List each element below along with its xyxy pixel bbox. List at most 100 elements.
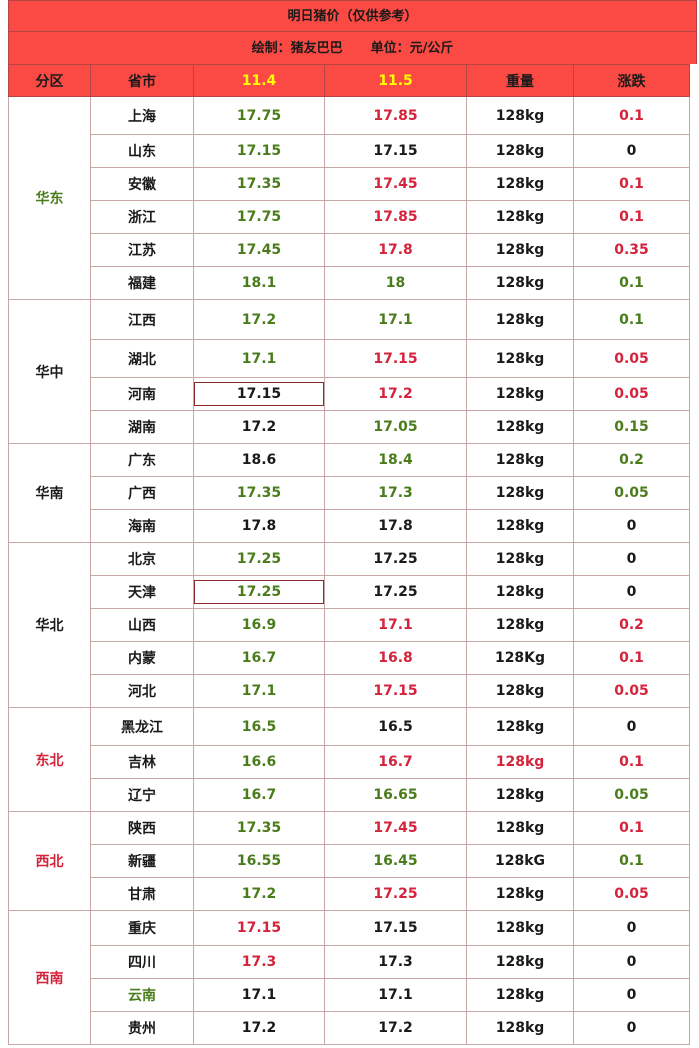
weight-cell: 128kg [466, 377, 574, 411]
header-date-2: 11.5 [324, 64, 467, 97]
table-row: 辽宁 16.7 16.65 128kg 0.05 [9, 778, 690, 812]
price-11-5-cell: 17.15 [324, 674, 467, 708]
header-date-1: 11.4 [193, 64, 325, 97]
highlight-box: 17.25 [194, 580, 324, 604]
province-cell: 广东 [90, 443, 194, 477]
weight-cell: 128kg [466, 1011, 574, 1045]
weight-cell: 128Kg [466, 641, 574, 675]
price-sheet: 明日猪价（仅供参考） 绘制：猪友巴巴 单位：元/公斤 分区 省市 11.4 11.… [8, 0, 697, 1045]
price-11-4-cell: 17.2 [193, 877, 325, 911]
price-11-5-cell: 18.4 [324, 443, 467, 477]
province-cell: 吉林 [90, 745, 194, 779]
price-11-4-cell: 17.15 [193, 377, 325, 411]
price-11-4-cell: 17.2 [193, 1011, 325, 1045]
table-row: 华北 北京 17.25 17.25 128kg 0 [8, 542, 690, 708]
price-11-4-cell: 16.9 [193, 608, 325, 642]
price-11-4-cell: 16.7 [193, 778, 325, 812]
price-11-5-cell: 16.65 [324, 778, 467, 812]
weight-cell: 128kg [466, 476, 574, 510]
price-11-5-cell: 17.15 [324, 339, 467, 378]
province-cell: 贵州 [90, 1011, 194, 1045]
weight-cell: 128kG [466, 844, 574, 878]
price-11-5-cell: 17.45 [324, 167, 467, 201]
change-cell: 0 [573, 509, 690, 543]
price-11-4-cell: 16.55 [193, 844, 325, 878]
table-row: 四川 17.3 17.3 128kg 0 [9, 945, 690, 979]
change-cell: 0.1 [573, 641, 690, 675]
weight-cell: 128kg [466, 674, 574, 708]
price-11-5-cell: 17.45 [324, 811, 467, 845]
change-cell: 0 [573, 945, 690, 979]
table-row: 华中 江西 17.2 17.1 128kg 0.1 [8, 299, 690, 444]
header-row: 分区 省市 11.4 11.5 重量 涨跌 [8, 64, 690, 97]
region-cell: 西南 [8, 910, 91, 1045]
change-cell: 0.35 [573, 233, 690, 267]
price-table: 分区 省市 11.4 11.5 重量 涨跌 华东 上海 17.75 17.85 128k… [8, 64, 690, 1045]
highlight-box: 17.15 [194, 382, 324, 406]
region-cell: 华南 [8, 443, 91, 543]
price-11-5-cell: 16.5 [324, 707, 467, 746]
change-cell: 0.1 [573, 96, 690, 135]
province-cell: 安徽 [90, 167, 194, 201]
province-cell: 天津 [90, 575, 194, 609]
author-label: 绘制：猪友巴巴 [251, 41, 343, 56]
change-cell: 0 [573, 910, 690, 946]
province-cell: 北京 [90, 542, 194, 576]
change-cell: 0.05 [573, 674, 690, 708]
price-11-4-cell: 17.25 [193, 575, 325, 609]
province-cell: 黑龙江 [90, 707, 194, 746]
table-row: 湖南 17.2 17.05 128kg 0.15 [9, 410, 690, 444]
table-body: 华东 上海 17.75 17.85 128kg 0.1 山东 17.15 17.15 128kg 0… [8, 96, 690, 1045]
change-cell: 0.1 [573, 200, 690, 234]
header-weight: 重量 [466, 64, 574, 97]
price-11-5-cell: 17.05 [324, 410, 467, 444]
price-11-4-cell: 18.6 [193, 443, 325, 477]
price-11-5-cell: 17.2 [324, 377, 467, 411]
change-cell: 0.1 [573, 811, 690, 845]
table-row: 华南 广东 18.6 18.4 128kg 0.2 [8, 443, 690, 543]
province-cell: 新疆 [90, 844, 194, 878]
change-cell: 0 [573, 134, 690, 168]
price-11-4-cell: 17.2 [193, 410, 325, 444]
change-cell: 0.1 [573, 266, 690, 300]
province-cell: 湖北 [90, 339, 194, 378]
price-11-5-cell: 17.3 [324, 945, 467, 979]
province-cell: 江西 [90, 299, 194, 340]
price-11-5-cell: 17.3 [324, 476, 467, 510]
price-11-4-cell: 18.1 [193, 266, 325, 300]
price-11-5-cell: 17.1 [324, 978, 467, 1012]
header-province: 省市 [90, 64, 194, 97]
header-change: 涨跌 [573, 64, 690, 97]
province-cell: 内蒙 [90, 641, 194, 675]
price-11-5-cell: 16.8 [324, 641, 467, 675]
table-row: 新疆 16.55 16.45 128kG 0.1 [9, 844, 690, 878]
change-cell: 0.1 [573, 167, 690, 201]
price-11-5-cell: 17.85 [324, 96, 467, 135]
change-cell: 0 [573, 978, 690, 1012]
change-cell: 0.2 [573, 608, 690, 642]
price-11-5-cell: 17.2 [324, 1011, 467, 1045]
table-row: 西北 陕西 17.35 17.45 128kg 0.1 [8, 811, 690, 911]
table-row: 江苏 17.45 17.8 128kg 0.35 [9, 233, 690, 267]
price-11-4-cell: 17.15 [193, 910, 325, 946]
page-title: 明日猪价（仅供参考） [8, 0, 697, 31]
price-11-4-cell: 17.45 [193, 233, 325, 267]
region-cell: 华东 [8, 96, 91, 300]
province-cell: 海南 [90, 509, 194, 543]
price-11-5-cell: 17.85 [324, 200, 467, 234]
change-cell: 0.15 [573, 410, 690, 444]
province-cell: 四川 [90, 945, 194, 979]
price-11-5-cell: 17.8 [324, 233, 467, 267]
table-row: 山西 16.9 17.1 128kg 0.2 [9, 608, 690, 642]
change-cell: 0 [573, 1011, 690, 1045]
price-11-4-cell: 16.6 [193, 745, 325, 779]
price-11-4-cell: 17.75 [193, 96, 325, 135]
table-row: 福建 18.1 18 128kg 0.1 [9, 266, 690, 300]
weight-cell: 128kg [466, 299, 574, 340]
table-row: 西南 重庆 17.15 17.15 128kg 0 [8, 910, 690, 1045]
weight-cell: 128kg [466, 778, 574, 812]
province-cell: 上海 [90, 96, 194, 135]
province-cell: 湖南 [90, 410, 194, 444]
table-row: 山东 17.15 17.15 128kg 0 [9, 134, 690, 168]
weight-cell: 128kg [466, 134, 574, 168]
